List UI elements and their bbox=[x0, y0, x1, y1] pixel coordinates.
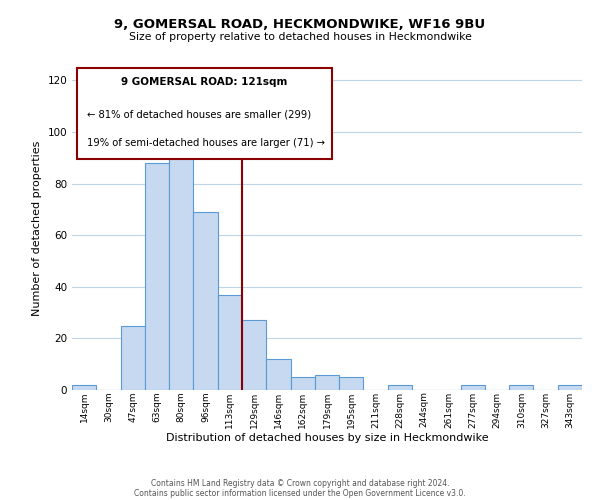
Text: ← 81% of detached houses are smaller (299): ← 81% of detached houses are smaller (29… bbox=[88, 110, 311, 120]
Bar bbox=[169, 158, 193, 390]
X-axis label: Distribution of detached houses by size in Heckmondwike: Distribution of detached houses by size … bbox=[166, 434, 488, 444]
Text: Contains HM Land Registry data © Crown copyright and database right 2024.: Contains HM Land Registry data © Crown c… bbox=[151, 478, 449, 488]
Bar bbox=[339, 377, 364, 390]
Bar bbox=[388, 385, 412, 390]
Text: 9, GOMERSAL ROAD, HECKMONDWIKE, WF16 9BU: 9, GOMERSAL ROAD, HECKMONDWIKE, WF16 9BU bbox=[115, 18, 485, 30]
Y-axis label: Number of detached properties: Number of detached properties bbox=[32, 141, 42, 316]
Bar bbox=[218, 294, 242, 390]
Text: Size of property relative to detached houses in Heckmondwike: Size of property relative to detached ho… bbox=[128, 32, 472, 42]
Bar bbox=[121, 326, 145, 390]
Bar bbox=[72, 385, 96, 390]
Bar bbox=[509, 385, 533, 390]
Text: 9 GOMERSAL ROAD: 121sqm: 9 GOMERSAL ROAD: 121sqm bbox=[121, 77, 288, 87]
Bar bbox=[193, 212, 218, 390]
Bar bbox=[315, 374, 339, 390]
Bar bbox=[558, 385, 582, 390]
Bar bbox=[242, 320, 266, 390]
Text: 19% of semi-detached houses are larger (71) →: 19% of semi-detached houses are larger (… bbox=[88, 138, 325, 148]
Bar bbox=[461, 385, 485, 390]
Bar bbox=[145, 163, 169, 390]
FancyBboxPatch shape bbox=[77, 68, 332, 160]
Bar bbox=[266, 359, 290, 390]
Bar bbox=[290, 377, 315, 390]
Text: Contains public sector information licensed under the Open Government Licence v3: Contains public sector information licen… bbox=[134, 488, 466, 498]
